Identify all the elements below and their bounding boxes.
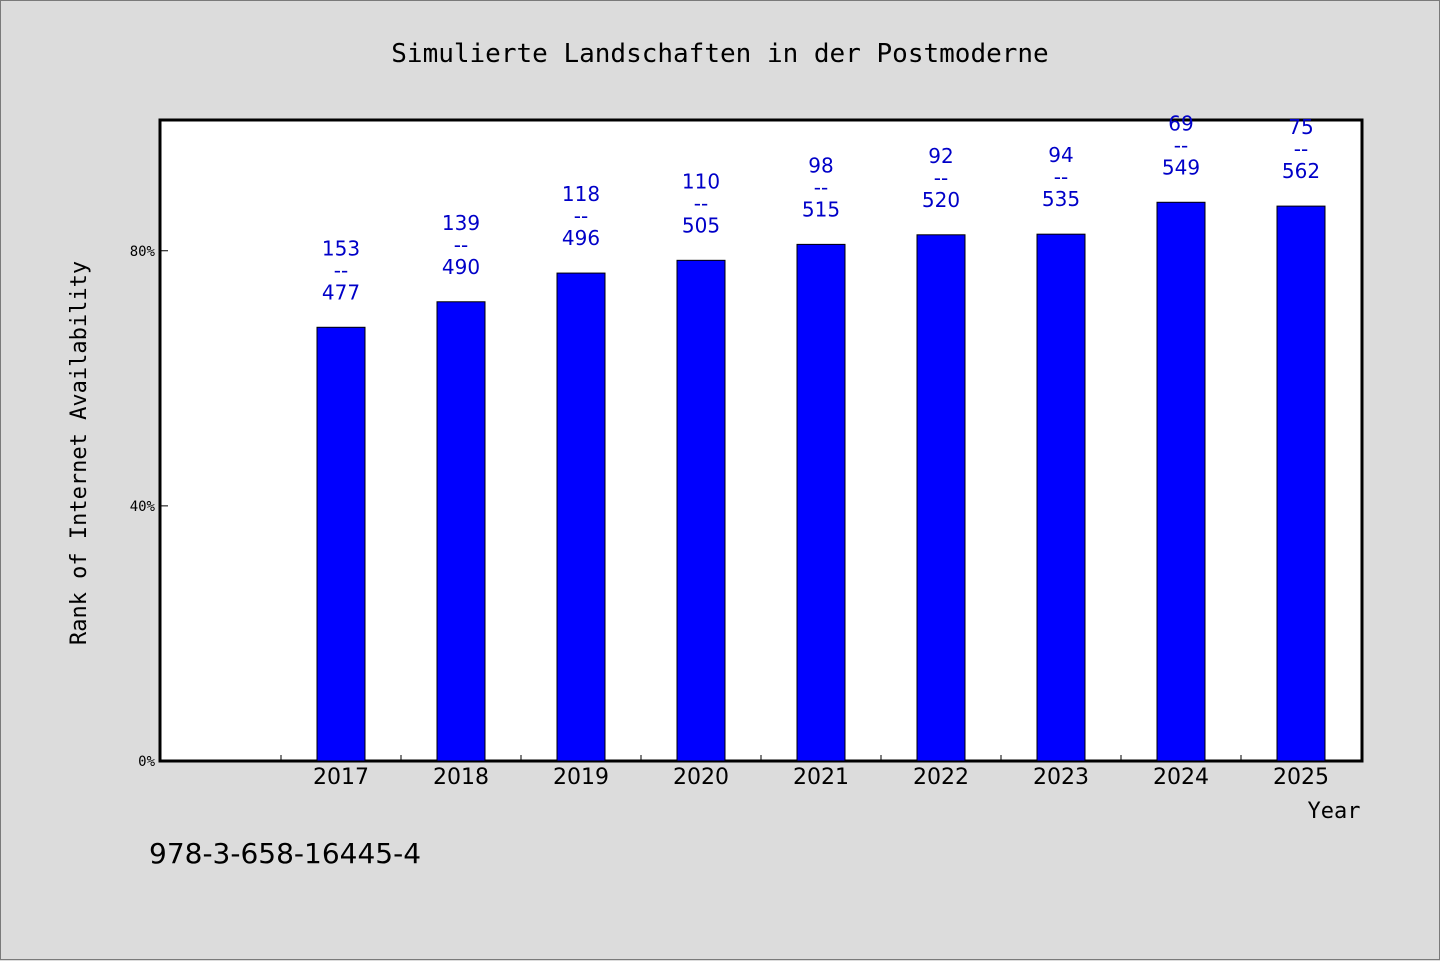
x-tick-label-2023: 2023 — [1033, 765, 1089, 790]
data-label-2023-line3: 535 — [1042, 187, 1080, 211]
data-label-2025-line2: -- — [1294, 137, 1308, 161]
data-label-2024-line2: -- — [1174, 133, 1188, 157]
data-label-2019-line1: 118 — [562, 182, 600, 206]
data-label-2022-line2: -- — [934, 166, 948, 190]
data-label-2019-line2: -- — [574, 204, 588, 228]
data-label-2017-line1: 153 — [322, 236, 360, 260]
data-label-2025-line3: 562 — [1282, 159, 1320, 183]
data-label-2021-line1: 98 — [808, 153, 833, 177]
bar-2024 — [1156, 201, 1206, 762]
bar-2023 — [1036, 233, 1086, 762]
bars-group — [316, 201, 1326, 762]
data-label-2022-line3: 520 — [922, 188, 960, 212]
x-tick-label-2020: 2020 — [673, 765, 729, 790]
data-label-2023-line1: 94 — [1048, 143, 1073, 167]
x-tick-label-2021: 2021 — [793, 765, 849, 790]
data-labels-group: 153--477139--490118--496110--50598--5159… — [322, 111, 1320, 304]
bar-2021 — [796, 243, 846, 762]
bar-2018 — [436, 301, 486, 762]
x-tick-label-2022: 2022 — [913, 765, 969, 790]
y-axis-ticks: 0% 40% 80% — [130, 244, 168, 770]
bar-2020 — [676, 259, 726, 762]
bar-2019 — [556, 272, 606, 762]
bar-2017 — [316, 326, 366, 762]
x-tick-label-2024: 2024 — [1153, 765, 1209, 790]
chart-title: Simulierte Landschaften in der Postmoder… — [391, 39, 1048, 69]
y-axis-label: Rank of Internet Availability — [67, 261, 92, 645]
y-tick-label-40: 40% — [130, 499, 156, 515]
data-label-2023-line2: -- — [1054, 165, 1068, 189]
data-label-2024-line3: 549 — [1162, 155, 1200, 179]
bar-2025 — [1276, 205, 1326, 762]
x-tick-label-2019: 2019 — [553, 765, 609, 790]
isbn-text: 978-3-658-16445-4 — [149, 837, 421, 870]
data-label-2024-line1: 69 — [1168, 111, 1193, 135]
data-label-2022-line1: 92 — [928, 144, 953, 168]
data-label-2025-line1: 75 — [1288, 115, 1313, 139]
data-label-2017-line2: -- — [334, 258, 348, 282]
x-axis-ticks: 2017 2018 2019 2020 2021 2022 2023 2024 2025 — [280, 755, 1362, 790]
data-label-2021-line2: -- — [814, 175, 828, 199]
x-tick-label-2017: 2017 — [313, 765, 369, 790]
data-label-2017-line3: 477 — [322, 280, 360, 304]
data-label-2020-line2: -- — [694, 191, 708, 215]
data-label-2020-line1: 110 — [682, 169, 720, 193]
data-label-2018-line3: 490 — [442, 255, 480, 279]
data-label-2019-line3: 496 — [562, 226, 600, 250]
data-label-2018-line2: -- — [454, 233, 468, 257]
data-label-2018-line1: 139 — [442, 211, 480, 235]
bar-2022 — [916, 234, 966, 762]
x-axis-label: Year — [1308, 799, 1361, 824]
x-tick-label-2025: 2025 — [1273, 765, 1329, 790]
y-tick-label-80: 80% — [130, 244, 156, 260]
x-tick-label-2018: 2018 — [433, 765, 489, 790]
data-label-2021-line3: 515 — [802, 197, 840, 221]
data-label-2020-line3: 505 — [682, 213, 720, 237]
y-tick-label-0: 0% — [138, 754, 155, 770]
